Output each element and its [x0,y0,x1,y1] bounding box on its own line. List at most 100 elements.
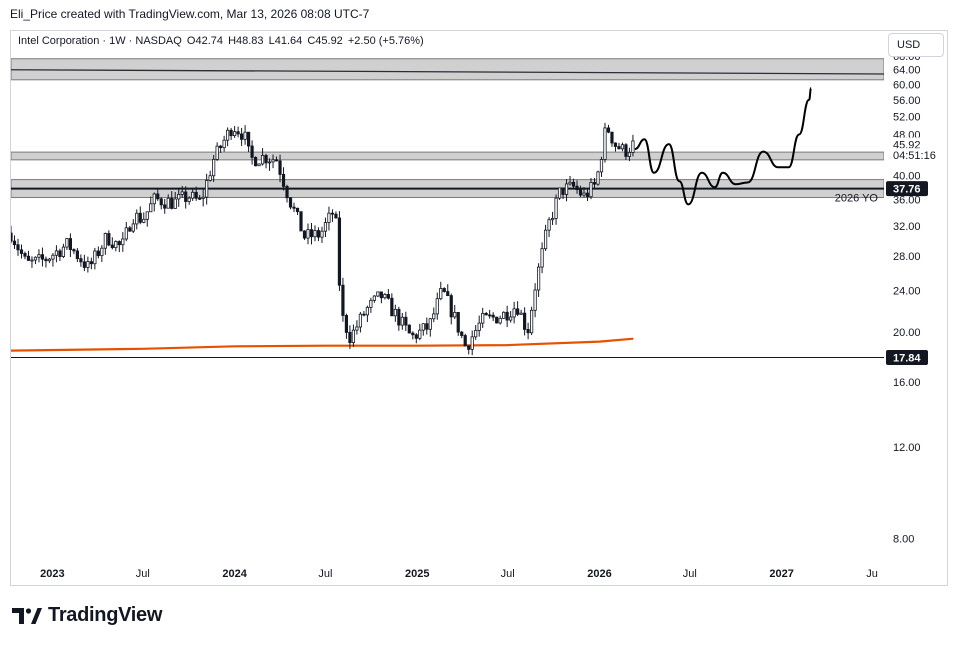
candle-body [397,308,401,326]
candle-body [599,159,604,173]
candle-body [107,233,111,246]
price-label: 37.76 [893,184,921,196]
candle-body [222,139,226,149]
candle-body [526,329,530,334]
candle-body [376,291,380,297]
candle-body [348,331,352,344]
candle-body [425,323,429,330]
candle-body [58,250,62,257]
candle-body [173,198,177,209]
candle-body [61,246,66,257]
candle-body [86,261,90,268]
candle-body [292,206,296,209]
candle-body [460,331,464,336]
candle-body [26,255,31,261]
candle-body [456,311,460,333]
candle-body [243,131,247,140]
candle-body [512,308,516,318]
candle-body [557,187,562,199]
candle-body [30,259,34,262]
candle-body [170,197,174,209]
candle-body [620,144,625,150]
candle-body [215,145,219,160]
support-resistance-zone-0 [11,58,884,81]
candle-body [152,193,156,205]
candle-body [37,254,41,258]
candle-body [257,163,261,167]
x-tick-label: 2024 [222,568,247,580]
y-tick-label: 12.00 [893,442,921,454]
candle-body [33,256,38,261]
candle-body [341,284,345,316]
candle-body [82,261,86,268]
tradingview-logo-icon [12,607,42,624]
candle-body [404,316,408,326]
candle-body [585,192,590,198]
candle-body [149,203,153,213]
candle-body [550,218,555,221]
y-tick-label: 28.00 [893,251,921,263]
candle-body [393,308,397,317]
candle-body [40,254,45,260]
y-tick-label: 52.00 [893,112,921,124]
trendline [11,69,884,75]
candle-body [414,334,418,339]
tradingview-logo[interactable]: TradingView [12,604,162,627]
candle-body [16,244,20,251]
candle-body [278,160,282,175]
candle-body [624,144,628,157]
candle-body [75,250,79,260]
price-label-bg [886,148,944,163]
candle-body [79,258,83,263]
candle-body [313,230,317,238]
candle-body [299,211,303,232]
x-tick-label: 2026 [587,568,611,580]
candle-body [240,133,244,140]
candle-body [610,131,614,144]
candle-body [11,232,13,242]
candle-body [96,250,100,257]
candle-body [117,241,121,246]
candle-body [596,171,600,185]
candle-body [138,212,142,223]
candle-body [536,266,541,291]
y-tick-label: 24.00 [893,286,921,298]
candle-body [561,187,565,195]
candle-body [470,336,474,350]
price-label: 04:51:16 [893,150,936,162]
candle-body [89,261,93,265]
candle-body [68,238,72,250]
candle-body [156,193,160,200]
candle-body [327,212,331,223]
projection-path [634,87,813,206]
legend-close: C45.92 [307,35,343,47]
candle-body [435,298,439,315]
candle-body [589,182,593,198]
candle-body [554,197,558,219]
candle-body [320,230,324,238]
candle-body [236,131,240,135]
candle-body [474,330,478,338]
candle-body [400,316,404,326]
candle-body [606,127,611,133]
candle-body [121,238,125,246]
candle-body [323,222,328,232]
x-tick-label: 2023 [40,568,64,580]
y-tick-label: 56.00 [893,95,921,107]
candle-body [578,189,583,196]
candle-body [145,211,149,220]
candle-body [449,295,453,318]
candle-body [264,155,268,164]
candle-body [302,230,307,239]
legend-symbol: Intel Corporation · 1W · NASDAQ [18,35,182,47]
candle-body [372,295,376,301]
y-tick-label: 36.00 [893,194,921,206]
candle-body [226,129,230,141]
candle-body [12,240,17,246]
candle-body [369,299,373,308]
currency-button[interactable]: USD [888,33,944,57]
candle-body [309,229,314,238]
candle-body [135,212,139,225]
brand-name: TradingView [48,604,163,626]
